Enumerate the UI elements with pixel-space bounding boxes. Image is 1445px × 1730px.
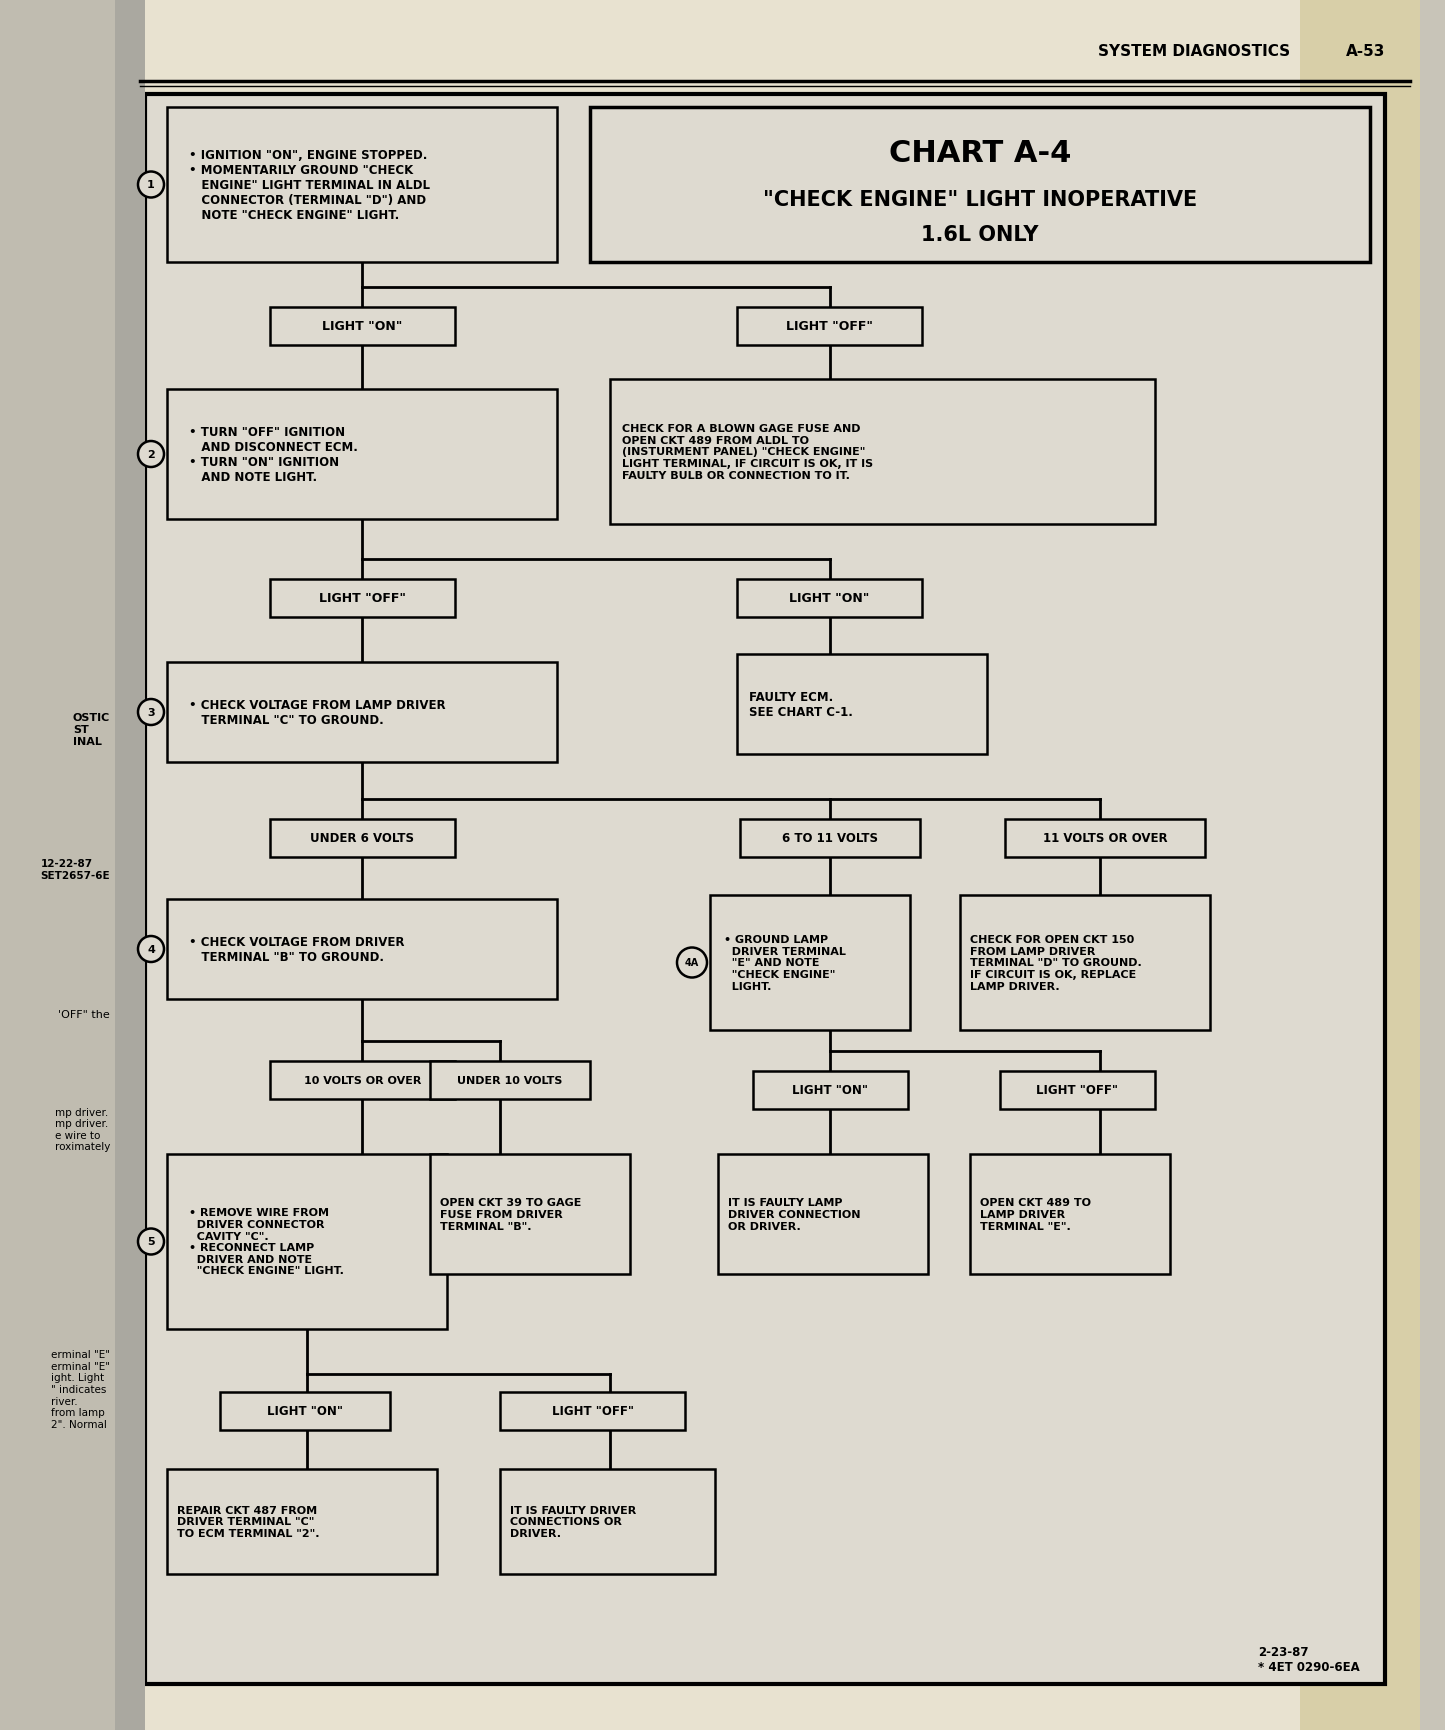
Text: OPEN CKT 39 TO GAGE
FUSE FROM DRIVER
TERMINAL "B".: OPEN CKT 39 TO GAGE FUSE FROM DRIVER TER… xyxy=(439,1197,581,1230)
FancyBboxPatch shape xyxy=(740,820,920,858)
Text: SYSTEM DIAGNOSTICS: SYSTEM DIAGNOSTICS xyxy=(1098,45,1290,59)
Text: 3: 3 xyxy=(147,708,155,718)
Text: LIGHT "ON": LIGHT "ON" xyxy=(789,592,870,606)
Circle shape xyxy=(139,173,163,199)
FancyBboxPatch shape xyxy=(270,820,455,858)
Text: LIGHT "OFF": LIGHT "OFF" xyxy=(786,320,873,334)
Text: LIGHT "OFF": LIGHT "OFF" xyxy=(1036,1085,1118,1097)
Text: CHECK FOR OPEN CKT 150
FROM LAMP DRIVER
TERMINAL "D" TO GROUND.
IF CIRCUIT IS OK: CHECK FOR OPEN CKT 150 FROM LAMP DRIVER … xyxy=(970,934,1142,991)
FancyBboxPatch shape xyxy=(168,663,556,763)
Text: IT IS FAULTY DRIVER
CONNECTIONS OR
DRIVER.: IT IS FAULTY DRIVER CONNECTIONS OR DRIVE… xyxy=(510,1505,636,1538)
FancyBboxPatch shape xyxy=(168,1154,447,1329)
Text: OPEN CKT 489 TO
LAMP DRIVER
TERMINAL "E".: OPEN CKT 489 TO LAMP DRIVER TERMINAL "E"… xyxy=(980,1197,1091,1230)
Text: 2: 2 xyxy=(147,450,155,460)
Text: FAULTY ECM.
SEE CHART C-1.: FAULTY ECM. SEE CHART C-1. xyxy=(749,690,853,718)
Text: REPAIR CKT 487 FROM
DRIVER TERMINAL "C"
TO ECM TERMINAL "2".: REPAIR CKT 487 FROM DRIVER TERMINAL "C" … xyxy=(176,1505,319,1538)
FancyBboxPatch shape xyxy=(220,1393,390,1431)
Text: UNDER 6 VOLTS: UNDER 6 VOLTS xyxy=(311,832,415,844)
Text: • IGNITION "ON", ENGINE STOPPED.
• MOMENTARILY GROUND "CHECK
   ENGINE" LIGHT TE: • IGNITION "ON", ENGINE STOPPED. • MOMEN… xyxy=(189,149,431,221)
FancyBboxPatch shape xyxy=(737,308,922,346)
Text: CHART A-4: CHART A-4 xyxy=(889,138,1071,168)
Circle shape xyxy=(139,936,163,962)
FancyBboxPatch shape xyxy=(500,1393,685,1431)
Text: LIGHT "OFF": LIGHT "OFF" xyxy=(552,1405,633,1417)
FancyBboxPatch shape xyxy=(168,389,556,519)
FancyBboxPatch shape xyxy=(610,381,1155,524)
Text: IT IS FAULTY LAMP
DRIVER CONNECTION
OR DRIVER.: IT IS FAULTY LAMP DRIVER CONNECTION OR D… xyxy=(728,1197,861,1230)
Text: 10 VOLTS OR OVER: 10 VOLTS OR OVER xyxy=(303,1076,420,1085)
Text: "CHECK ENGINE" LIGHT INOPERATIVE: "CHECK ENGINE" LIGHT INOPERATIVE xyxy=(763,190,1196,209)
FancyBboxPatch shape xyxy=(168,1469,436,1574)
Circle shape xyxy=(139,441,163,467)
Text: erminal "E"
erminal "E"
ight. Light
" indicates
river.
from lamp
2". Normal: erminal "E" erminal "E" ight. Light " in… xyxy=(51,1349,110,1429)
FancyBboxPatch shape xyxy=(709,896,910,1031)
FancyBboxPatch shape xyxy=(1000,1071,1155,1109)
FancyBboxPatch shape xyxy=(168,107,556,263)
Text: UNDER 10 VOLTS: UNDER 10 VOLTS xyxy=(457,1076,562,1085)
Text: 1: 1 xyxy=(147,180,155,190)
Circle shape xyxy=(678,948,707,977)
FancyBboxPatch shape xyxy=(130,0,1420,1730)
FancyBboxPatch shape xyxy=(270,1062,455,1099)
FancyBboxPatch shape xyxy=(590,107,1370,263)
Text: LIGHT "ON": LIGHT "ON" xyxy=(792,1085,868,1097)
FancyBboxPatch shape xyxy=(168,900,556,1000)
Text: 2-23-87
* 4ET 0290-6EA: 2-23-87 * 4ET 0290-6EA xyxy=(1259,1645,1360,1673)
Text: • CHECK VOLTAGE FROM LAMP DRIVER
   TERMINAL "C" TO GROUND.: • CHECK VOLTAGE FROM LAMP DRIVER TERMINA… xyxy=(189,699,445,727)
Text: 4A: 4A xyxy=(685,958,699,969)
Text: LIGHT "OFF": LIGHT "OFF" xyxy=(319,592,406,606)
FancyBboxPatch shape xyxy=(737,580,922,618)
Text: CHECK FOR A BLOWN GAGE FUSE AND
OPEN CKT 489 FROM ALDL TO
(INSTURMENT PANEL) "CH: CHECK FOR A BLOWN GAGE FUSE AND OPEN CKT… xyxy=(621,424,873,481)
Circle shape xyxy=(139,699,163,725)
Text: LIGHT "ON": LIGHT "ON" xyxy=(322,320,403,334)
Text: mp driver.
mp driver.
e wire to
roximately: mp driver. mp driver. e wire to roximate… xyxy=(55,1107,110,1152)
FancyBboxPatch shape xyxy=(1300,0,1420,1730)
Text: 6 TO 11 VOLTS: 6 TO 11 VOLTS xyxy=(782,832,879,844)
Text: A-53: A-53 xyxy=(1345,45,1384,59)
FancyBboxPatch shape xyxy=(753,1071,907,1109)
Text: 5: 5 xyxy=(147,1237,155,1247)
Text: 'OFF" the: 'OFF" the xyxy=(58,1009,110,1019)
Text: OSTIC
ST
INAL: OSTIC ST INAL xyxy=(72,713,110,746)
Text: • TURN "OFF" IGNITION
   AND DISCONNECT ECM.
• TURN "ON" IGNITION
   AND NOTE LI: • TURN "OFF" IGNITION AND DISCONNECT ECM… xyxy=(189,426,358,484)
FancyBboxPatch shape xyxy=(737,654,987,754)
Text: • REMOVE WIRE FROM
  DRIVER CONNECTOR
  CAVITY "C".
• RECONNECT LAMP
  DRIVER AN: • REMOVE WIRE FROM DRIVER CONNECTOR CAVI… xyxy=(189,1208,344,1275)
FancyBboxPatch shape xyxy=(431,1062,590,1099)
Text: • GROUND LAMP
  DRIVER TERMINAL
  "E" AND NOTE
  "CHECK ENGINE"
  LIGHT.: • GROUND LAMP DRIVER TERMINAL "E" AND NO… xyxy=(724,934,845,991)
FancyBboxPatch shape xyxy=(970,1154,1170,1275)
Text: 12-22-87
SET2657-6E: 12-22-87 SET2657-6E xyxy=(40,858,110,881)
FancyBboxPatch shape xyxy=(959,896,1209,1031)
Text: 4: 4 xyxy=(147,945,155,955)
Text: 1.6L ONLY: 1.6L ONLY xyxy=(922,225,1039,246)
Text: 11 VOLTS OR OVER: 11 VOLTS OR OVER xyxy=(1043,832,1168,844)
FancyBboxPatch shape xyxy=(1006,820,1205,858)
FancyBboxPatch shape xyxy=(270,308,455,346)
FancyBboxPatch shape xyxy=(144,95,1384,1683)
FancyBboxPatch shape xyxy=(431,1154,630,1275)
FancyBboxPatch shape xyxy=(116,0,144,1730)
FancyBboxPatch shape xyxy=(0,0,130,1730)
Text: LIGHT "ON": LIGHT "ON" xyxy=(267,1405,342,1417)
FancyBboxPatch shape xyxy=(270,580,455,618)
Circle shape xyxy=(139,1228,163,1254)
FancyBboxPatch shape xyxy=(500,1469,715,1574)
Text: • CHECK VOLTAGE FROM DRIVER
   TERMINAL "B" TO GROUND.: • CHECK VOLTAGE FROM DRIVER TERMINAL "B"… xyxy=(189,936,405,964)
FancyBboxPatch shape xyxy=(718,1154,928,1275)
